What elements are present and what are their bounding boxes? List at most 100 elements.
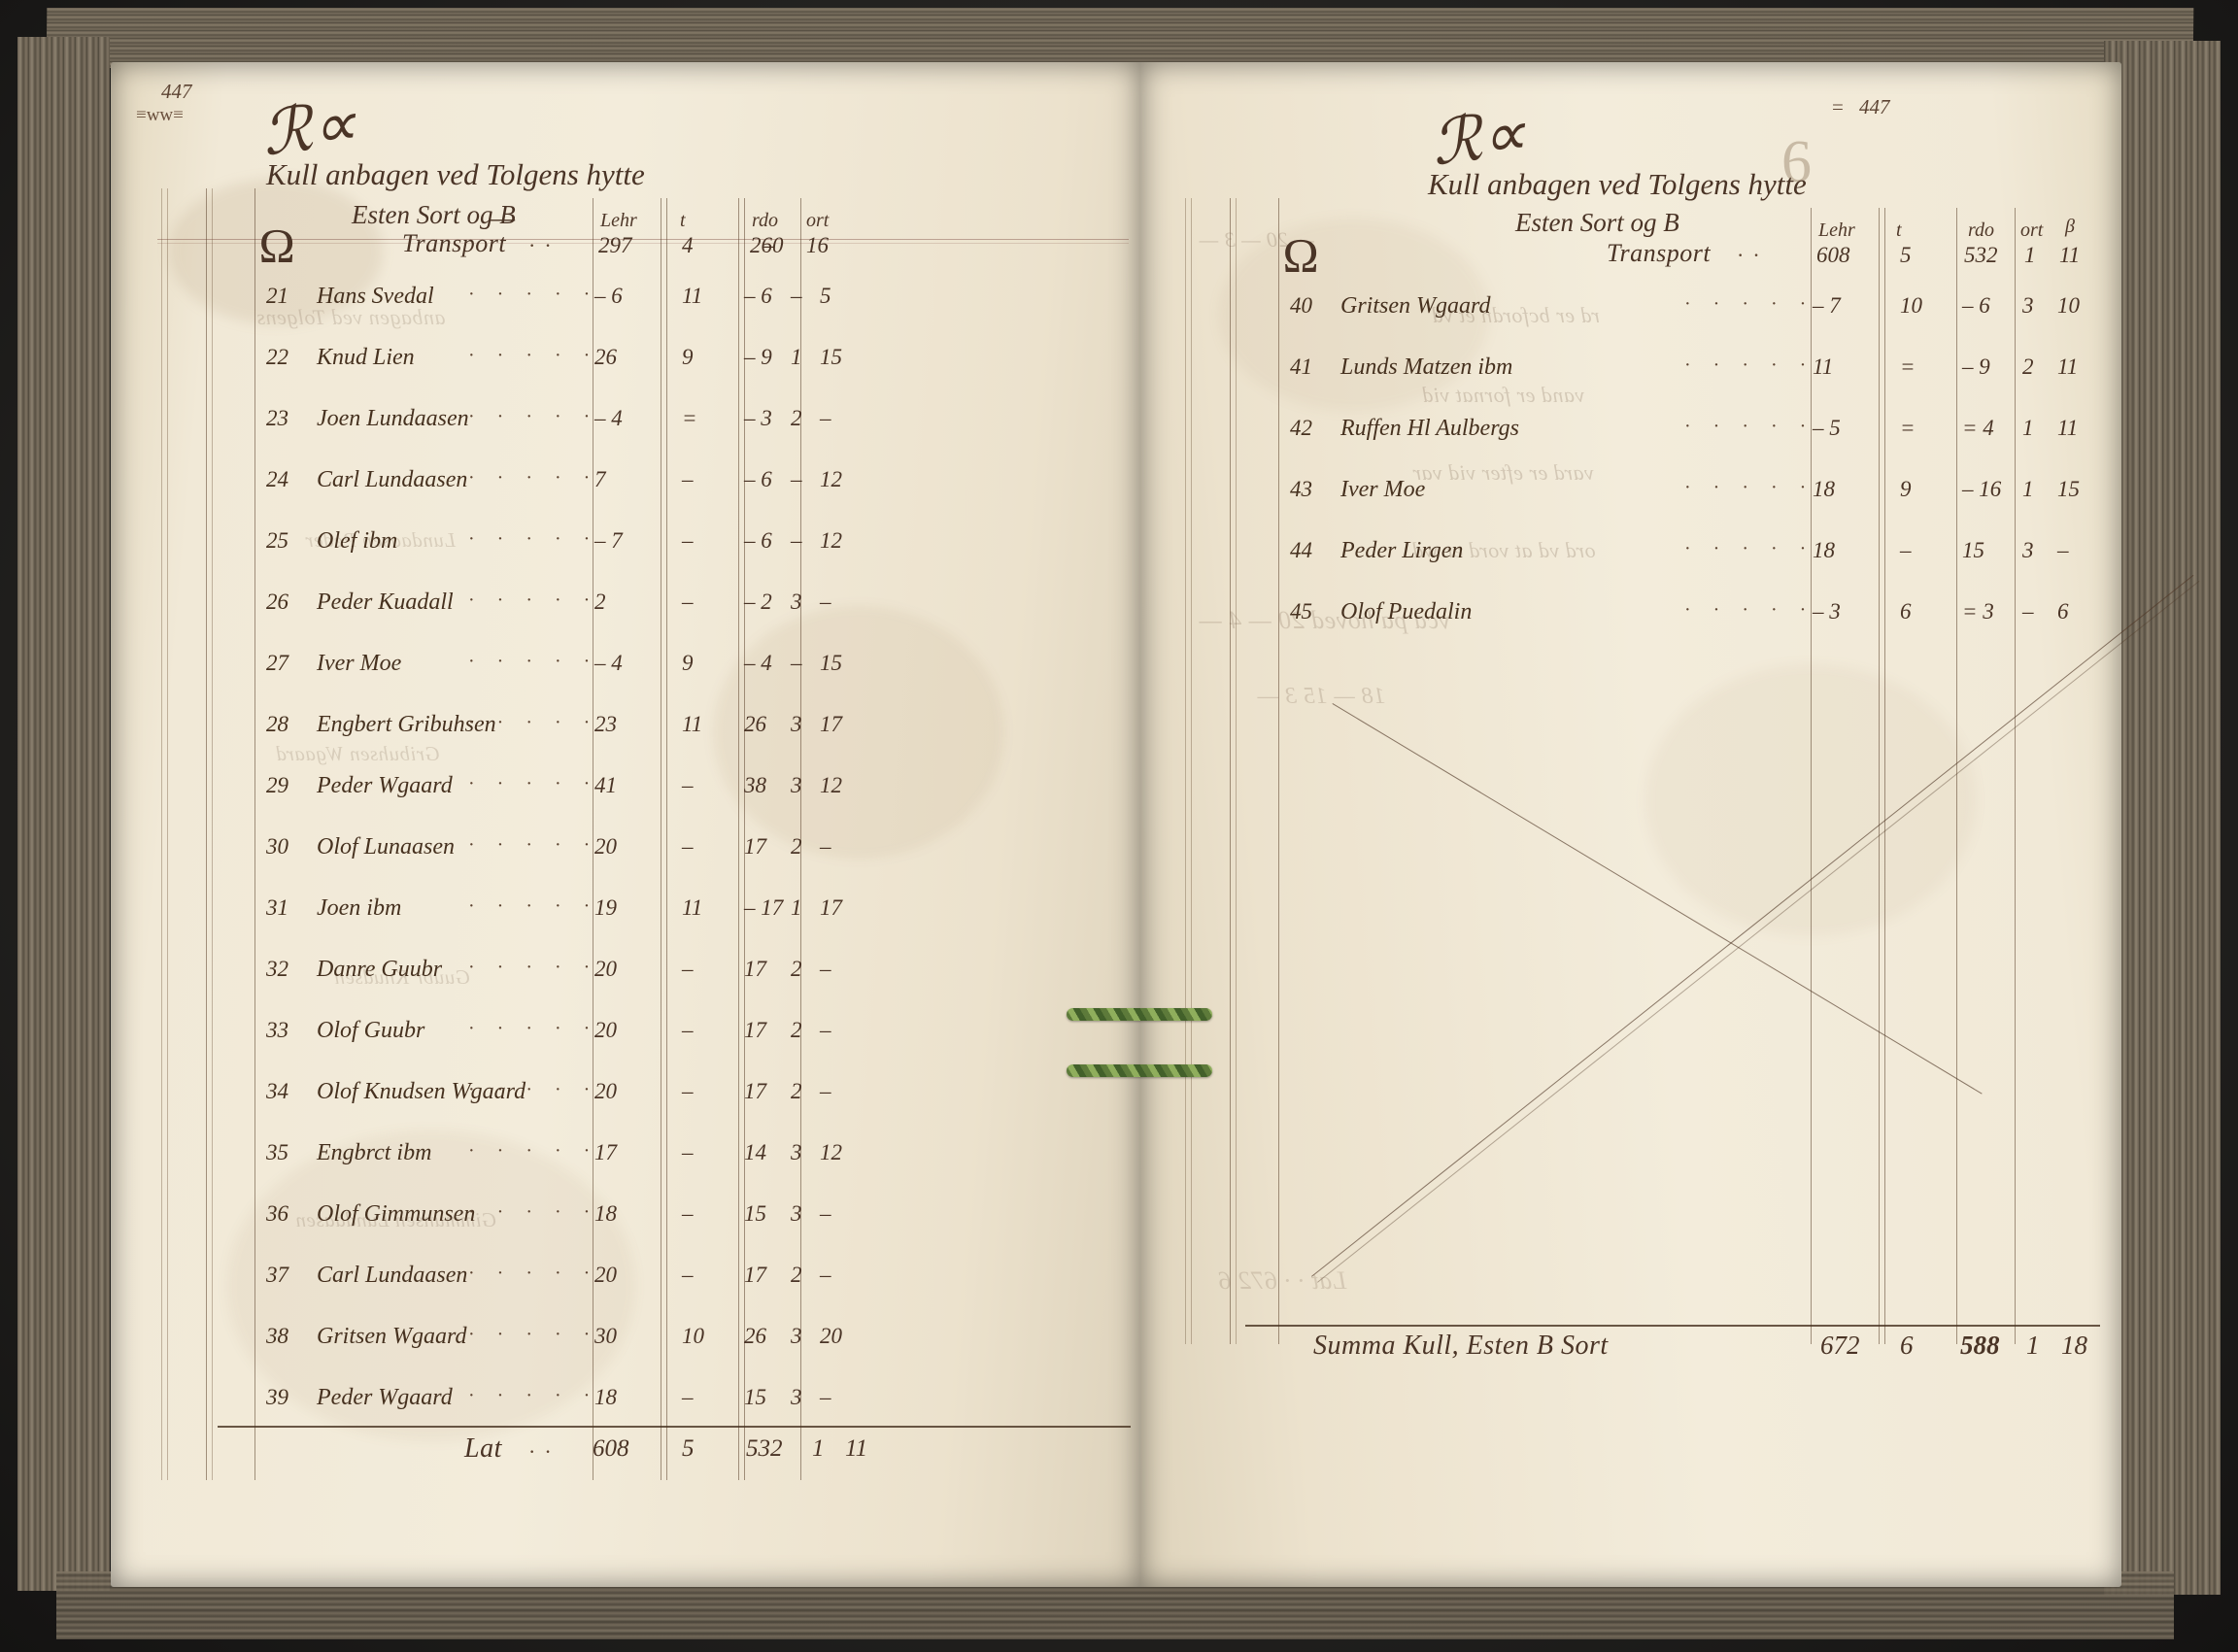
row-value-4: 20	[820, 1324, 842, 1348]
col-header-lehr: Lehr	[1818, 219, 1855, 241]
bleed-through-text: vand er fornat vid	[1422, 383, 1585, 407]
row-value-2: = 4	[1962, 416, 1994, 440]
row-value-2: – 9	[744, 345, 772, 369]
row-value-0: – 4	[594, 406, 623, 430]
row-value-1: =	[1900, 354, 1916, 379]
folio-number-right: 447	[1859, 95, 1890, 118]
row-name: Olef ibm	[317, 528, 398, 554]
amount-column-rule	[1956, 208, 1957, 1344]
right-page-subtitle: Esten Sort og B	[1515, 208, 1679, 237]
row-value-0: – 5	[1813, 416, 1841, 440]
row-index: 36	[266, 1201, 288, 1226]
row-value-4: –	[820, 590, 831, 614]
row-value-4: 12	[820, 528, 842, 553]
row-value-1: 11	[682, 284, 703, 308]
row-value-4: –	[820, 957, 831, 981]
row-name: Olof Lunaasen	[317, 834, 456, 860]
row-value-1: =	[682, 406, 697, 430]
leader-dots: · · · · ·	[468, 1140, 599, 1162]
row-value-4: 10	[2057, 293, 2080, 318]
row-index: 22	[266, 345, 288, 369]
row-index: 30	[266, 834, 288, 859]
row-value-0: – 3	[1813, 599, 1841, 624]
row-value-1: –	[682, 1140, 694, 1164]
row-value-1: –	[682, 1018, 694, 1042]
row-value-2: – 16	[1962, 477, 2002, 501]
transport-label: Transport	[1607, 239, 1712, 267]
row-value-3: 1	[2022, 477, 2034, 501]
row-value-3: 1	[791, 345, 802, 369]
row-value-1: –	[682, 834, 694, 859]
row-index: 33	[266, 1018, 288, 1042]
row-value-0: – 6	[594, 284, 623, 308]
row-name: Engbert Gribuhsen	[317, 712, 496, 737]
row-index: 23	[266, 406, 288, 430]
total-rule	[1245, 1325, 2100, 1327]
left-page-subtitle: Esten Sort og B	[352, 200, 516, 229]
leader-dots: · · · · ·	[1684, 416, 1815, 437]
leader-dots: · · · · ·	[468, 651, 599, 672]
leader-dots: · · · · ·	[468, 712, 599, 733]
row-value-1: 10	[682, 1324, 704, 1348]
row-value-2: 15	[744, 1385, 766, 1409]
row-index: 35	[266, 1140, 288, 1164]
right-page-title: Kull anbagen ved Tolgens hytte	[1428, 167, 1807, 201]
right-total-v2: 588	[1960, 1331, 2000, 1360]
row-value-0: 18	[1813, 538, 1835, 562]
row-value-2: – 3	[744, 406, 772, 430]
row-value-0: 19	[594, 895, 617, 920]
row-name: Peder Lirgen	[1340, 538, 1464, 563]
transport-v2: 260	[750, 233, 784, 257]
leader-dots: · · · · ·	[468, 528, 599, 550]
row-name: Danre Guubr	[317, 957, 443, 982]
row-value-3: –	[791, 467, 802, 491]
row-value-2: 14	[744, 1140, 766, 1164]
row-value-0: 18	[594, 1385, 617, 1409]
row-value-1: –	[682, 1385, 694, 1409]
subtitle-dash: —	[490, 204, 515, 232]
row-value-4: 15	[820, 651, 842, 675]
row-value-4: 11	[2057, 354, 2079, 379]
row-value-0: 20	[594, 834, 617, 859]
bleed-through-text: Gribuhsen Wgaard	[276, 742, 440, 765]
row-index: 27	[266, 651, 288, 675]
row-value-0: – 4	[594, 651, 623, 675]
row-value-2: 15	[1962, 538, 1984, 562]
index-column-rule	[1278, 198, 1279, 1344]
row-value-1: =	[1900, 416, 1916, 440]
row-value-0: 18	[1813, 477, 1835, 501]
row-name: Gritsen Wgaard	[317, 1324, 467, 1349]
book-fore-edge	[2104, 41, 2221, 1595]
col-header-t: t	[680, 210, 686, 231]
amount-column-rule	[1879, 208, 1880, 1344]
amount-column-rule	[744, 198, 745, 1480]
row-name: Olof Gimmunsen	[317, 1201, 476, 1227]
transport-v3: 1	[2024, 243, 2036, 267]
transport-v2: 532	[1964, 243, 1998, 267]
row-value-2: – 6	[744, 284, 772, 308]
row-value-1: 9	[682, 651, 694, 675]
total-rule	[218, 1426, 1131, 1428]
leader-dots: · · · · ·	[468, 406, 599, 427]
row-index: 44	[1290, 538, 1312, 562]
header-rule	[157, 239, 1129, 240]
right-total-v0: 672	[1820, 1331, 1860, 1360]
folio-equals-mark: =	[1832, 95, 1844, 118]
row-name: Iver Moe	[317, 651, 402, 676]
row-value-3: 1	[791, 895, 802, 920]
binding-thread	[1067, 1008, 1212, 1021]
row-value-2: 26	[744, 1324, 766, 1348]
column-rule	[206, 188, 207, 1480]
row-value-0: 26	[594, 345, 617, 369]
row-value-1: –	[682, 528, 694, 553]
row-name: Knud Lien	[317, 345, 415, 370]
row-name: Peder Wgaard	[317, 773, 453, 798]
row-value-0: 41	[594, 773, 617, 797]
col-header-t: t	[1896, 219, 1902, 241]
leader-dots: ··	[1737, 243, 1769, 267]
row-value-3: –	[791, 651, 802, 675]
row-value-2: 15	[744, 1201, 766, 1226]
transport-v1: 4	[682, 233, 694, 257]
row-value-2: – 17	[744, 895, 784, 920]
row-index: 37	[266, 1263, 288, 1287]
